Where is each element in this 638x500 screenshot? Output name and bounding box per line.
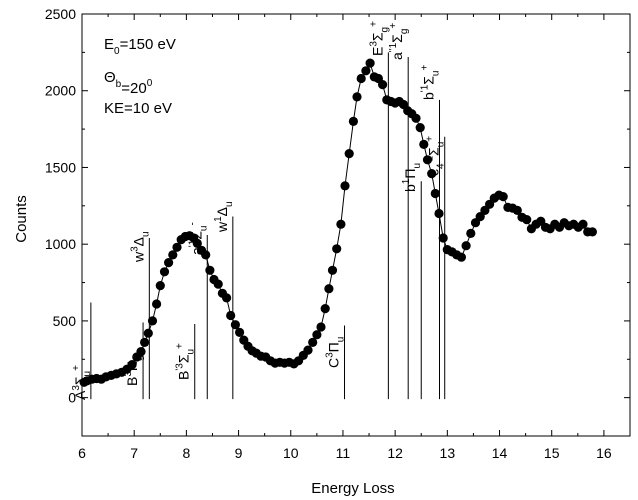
data-point [140,337,150,347]
data-point [344,149,354,159]
data-point [378,80,388,90]
data-point [143,328,153,338]
annotation-ke: KE=10 eV [104,100,172,117]
data-point [361,66,371,76]
x-tick-label: 8 [182,445,190,461]
data-point [522,215,532,225]
data-point [235,327,245,337]
y-tick-label: 2000 [45,83,76,99]
data-point [434,208,444,219]
data-point [327,265,338,275]
y-tick-label: 500 [53,313,77,329]
transition-labels: A3Σu+ B3Πg w3Δu B'3Σu+ a'1Σu-w1Δu C3Πu E3Σg+a'… [71,21,447,400]
data-point [415,123,425,133]
data-point [332,244,342,254]
data-point [226,310,236,321]
data-point [155,281,165,291]
data-point [127,360,137,370]
x-tick-label: 11 [336,445,351,461]
y-axis-title: Counts [13,195,30,243]
data-point [419,139,429,149]
transition-label: w3Δu [129,231,151,263]
data-point [172,242,182,252]
data-point [461,241,471,251]
data-point [205,265,215,275]
data-point [192,238,202,248]
y-tick-label: 1000 [45,236,76,252]
data-point [587,227,598,237]
x-tick-label: 16 [596,445,612,461]
data-point [430,188,440,199]
x-axis-title: Energy Loss [311,480,394,497]
transition-label: b'1Σu+ [420,65,442,101]
chart-marks [79,58,598,387]
data-point [348,116,358,126]
x-tick-label: 14 [492,445,508,461]
data-point [164,258,174,268]
x-tick-label: 10 [283,445,299,461]
data-point [159,267,170,277]
transition-label: C3Πu [325,337,347,368]
data-point [498,192,508,202]
x-tick-label: 13 [440,445,456,461]
transition-label: B'3Σu+ [175,343,197,380]
x-tick-label: 9 [235,445,243,461]
x-tick-label: 7 [130,445,138,461]
data-point [336,219,346,229]
transition-label: w1Δu [213,201,235,233]
data-point [427,169,437,179]
data-point [201,250,211,260]
x-tick-label: 12 [387,445,403,461]
annotation-angle: Θb=200 [104,69,153,97]
data-point [213,279,223,289]
transition-markers [90,52,446,400]
x-tick-label: 6 [78,445,86,461]
y-tick-label: 2500 [45,6,76,22]
data-point [352,92,362,102]
chart-ticks: 6 7 8 9 10 11 12 13 14 15 16 0 500 1000 1500 2000 2500 [45,6,630,461]
y-tick-label: 1500 [45,159,76,175]
data-point [340,181,350,191]
transition-label: a'1Σu- [187,222,209,255]
transition-label: a''1Σg+ [388,23,410,60]
transition-label: B3Πg [123,355,145,386]
data-point [168,250,178,260]
data-point [152,299,162,309]
y-tick-label: 0 [68,390,76,406]
data-point [422,155,433,165]
transition-label: c4'1Σu+ [425,136,447,176]
plot-frame [81,13,631,437]
x-tick-label: 15 [544,445,560,461]
data-point [578,219,588,229]
data-point [136,347,146,357]
data-point [512,205,522,215]
transition-label: b1Πu [401,163,423,192]
data-point [308,337,318,347]
data-point [466,228,476,238]
data-point [312,330,322,340]
transition-label: E3Σg+ [368,21,390,56]
data-point [303,345,313,355]
data-point [411,113,421,123]
data-point [320,304,330,314]
data-point [456,252,466,262]
data-point [147,316,158,326]
data-point [365,58,375,68]
transition-label: A3Σu+ [71,365,93,400]
data-point [316,322,326,332]
annotation-energy: E0=150 eV [104,36,176,57]
data-point [222,293,232,303]
data-point [356,73,366,84]
chart-axes [81,13,631,437]
data-point [438,233,448,243]
data-point [324,284,334,294]
